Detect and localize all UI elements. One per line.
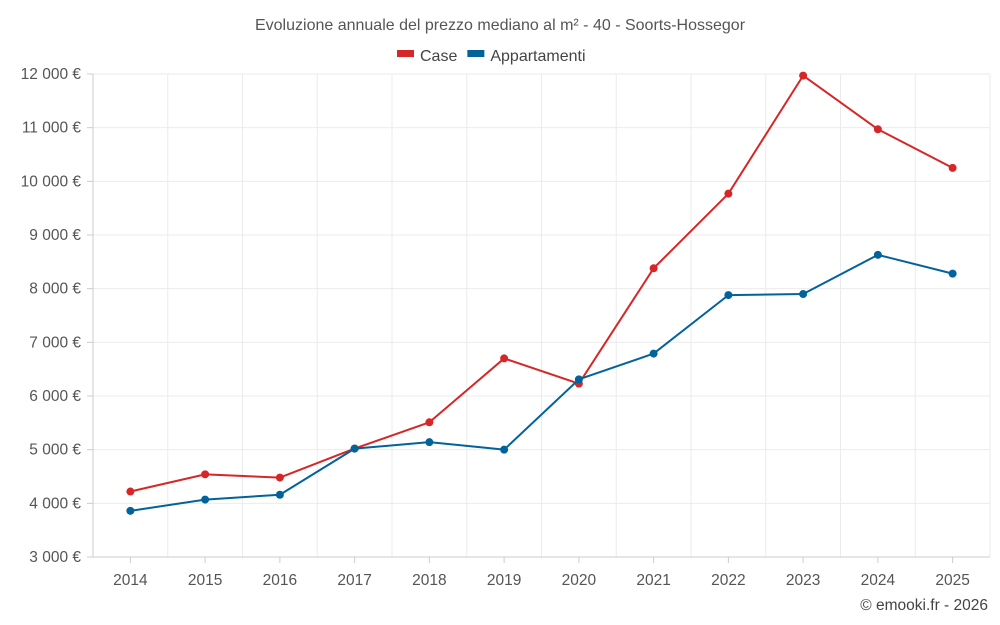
data-point[interactable] (724, 291, 733, 300)
x-tick-label: 2025 (935, 572, 969, 589)
x-tick-label: 2022 (711, 572, 745, 589)
series-line-case (130, 74, 954, 493)
y-axis: 3 000 € 4 000 € 5 000 € 6 000 € 7 000 € 8 000… (21, 66, 94, 566)
data-point[interactable] (649, 349, 658, 358)
x-tick-label: 2016 (263, 572, 297, 589)
data-point[interactable] (126, 506, 135, 515)
x-tick-label: 2019 (487, 572, 521, 589)
y-tick-label: 11 000 € (22, 120, 82, 137)
data-point[interactable] (799, 290, 808, 299)
x-tick-label: 2018 (412, 572, 446, 589)
data-point[interactable] (201, 495, 210, 504)
data-point[interactable] (500, 354, 509, 363)
credit-text: © emooki.fr - 2026 (860, 597, 988, 614)
data-point[interactable] (649, 264, 658, 273)
data-point[interactable] (873, 250, 882, 259)
data-point[interactable] (350, 444, 359, 453)
x-tick-label: 2020 (562, 572, 597, 589)
data-point[interactable] (425, 418, 434, 427)
x-tick-label: 2014 (113, 572, 148, 589)
data-point[interactable] (574, 375, 583, 384)
series-case (126, 71, 957, 496)
legend: Case Appartamenti (397, 48, 586, 65)
data-point[interactable] (275, 473, 284, 482)
legend-label[interactable]: Case (420, 48, 457, 65)
data-point[interactable] (948, 163, 957, 172)
data-point[interactable] (724, 189, 733, 198)
y-tick-label: 4 000 € (29, 495, 81, 512)
data-point[interactable] (126, 487, 135, 496)
y-tick-label: 3 000 € (29, 549, 81, 566)
x-tick-label: 2015 (188, 572, 222, 589)
data-point[interactable] (425, 438, 434, 447)
y-tick-label: 7 000 € (29, 334, 81, 351)
x-tick-label: 2021 (636, 572, 670, 589)
y-tick-label: 12 000 € (21, 66, 82, 83)
legend-swatch (397, 50, 414, 57)
y-tick-label: 5 000 € (29, 442, 81, 459)
legend-label[interactable]: Appartamenti (490, 48, 585, 65)
y-tick-label: 10 000 € (21, 173, 82, 190)
data-point[interactable] (275, 490, 284, 499)
x-tick-label: 2024 (861, 572, 896, 589)
data-point[interactable] (500, 445, 509, 454)
x-tick-label: 2023 (786, 572, 820, 589)
y-tick-label: 8 000 € (29, 281, 81, 298)
data-point[interactable] (799, 71, 808, 80)
data-point[interactable] (948, 269, 957, 278)
series-line-appartamenti (130, 253, 953, 512)
series-layer (126, 71, 957, 515)
y-tick-label: 9 000 € (29, 227, 81, 244)
series-appartamenti (126, 250, 957, 515)
x-axis: 2014 2015 2016 2017 2018 2019 2020 2021 2022 2023… (93, 556, 990, 589)
grid-lines (92, 73, 991, 557)
legend-swatch (467, 50, 485, 57)
data-point[interactable] (201, 470, 210, 479)
y-tick-label: 6 000 € (29, 388, 81, 405)
data-point[interactable] (873, 125, 882, 134)
chart-title: Evoluzione annuale del prezzo mediano al… (255, 17, 746, 34)
x-tick-label: 2017 (337, 572, 371, 589)
